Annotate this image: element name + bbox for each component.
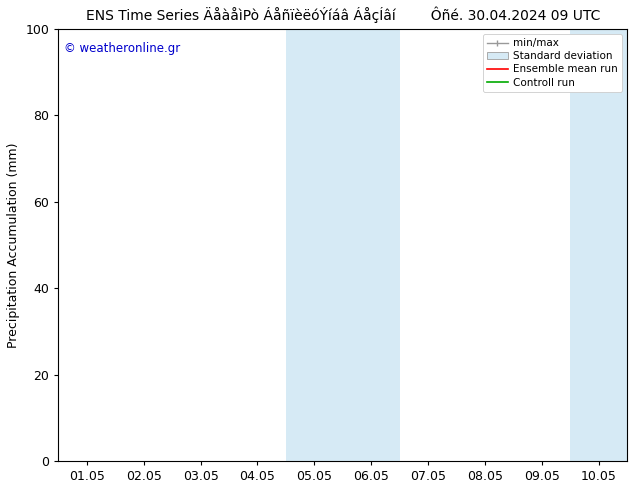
Bar bbox=[570, 29, 627, 461]
Y-axis label: Precipitation Accumulation (mm): Precipitation Accumulation (mm) bbox=[7, 142, 20, 347]
Bar bbox=[286, 29, 399, 461]
Text: © weatheronline.gr: © weatheronline.gr bbox=[64, 42, 180, 55]
Legend: min/max, Standard deviation, Ensemble mean run, Controll run: min/max, Standard deviation, Ensemble me… bbox=[482, 34, 622, 92]
Title: ENS Time Series ÄåàåìPò ÁåñïèëóÝíáâ ÁåçÍâí        Ôñé. 30.04.2024 09 UTC: ENS Time Series ÄåàåìPò ÁåñïèëóÝíáâ ÁåçÍ… bbox=[86, 7, 600, 24]
